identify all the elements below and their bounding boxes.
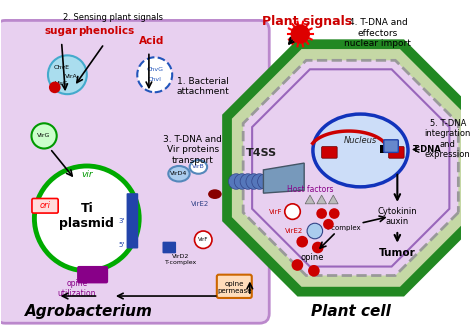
Text: 5. T-DNA
integration
and
expression: 5. T-DNA integration and expression <box>425 119 471 159</box>
Circle shape <box>252 174 267 189</box>
FancyBboxPatch shape <box>389 147 404 158</box>
Circle shape <box>292 259 303 271</box>
Circle shape <box>257 174 273 189</box>
Circle shape <box>228 174 244 189</box>
Text: ChvE: ChvE <box>54 66 70 71</box>
Text: Agrobacterium: Agrobacterium <box>25 304 153 319</box>
Circle shape <box>246 174 262 189</box>
Circle shape <box>285 204 301 219</box>
Text: T-DNA: T-DNA <box>413 145 442 154</box>
Circle shape <box>296 236 308 248</box>
FancyBboxPatch shape <box>0 21 269 323</box>
Text: VirG: VirG <box>37 133 51 138</box>
Text: VirE2: VirE2 <box>191 201 209 207</box>
Text: ChvG: ChvG <box>146 68 163 72</box>
Circle shape <box>316 208 327 219</box>
Circle shape <box>137 57 172 92</box>
Text: phenolics: phenolics <box>78 26 134 36</box>
FancyBboxPatch shape <box>163 242 176 253</box>
Text: 1. Bacterial
attachment: 1. Bacterial attachment <box>177 77 229 96</box>
FancyBboxPatch shape <box>380 145 397 153</box>
Ellipse shape <box>313 114 408 187</box>
Text: ChvI: ChvI <box>148 77 162 82</box>
Circle shape <box>291 24 310 44</box>
Circle shape <box>234 174 250 189</box>
Circle shape <box>323 219 334 230</box>
Circle shape <box>312 242 324 253</box>
Ellipse shape <box>168 166 190 181</box>
Text: 4. T-DNA and
effectors
nuclear import: 4. T-DNA and effectors nuclear import <box>345 19 411 48</box>
Text: Acid: Acid <box>139 36 164 46</box>
Circle shape <box>31 123 57 149</box>
Text: VirA: VirA <box>65 74 78 79</box>
Text: 3': 3' <box>118 218 125 224</box>
Text: opine
permease: opine permease <box>217 281 252 294</box>
Polygon shape <box>243 60 458 275</box>
Text: Tumor: Tumor <box>379 248 416 258</box>
FancyBboxPatch shape <box>77 266 108 283</box>
Text: opine
utilization: opine utilization <box>58 279 96 298</box>
Text: 2. Sensing plant signals: 2. Sensing plant signals <box>63 13 163 22</box>
Circle shape <box>329 208 339 219</box>
Circle shape <box>307 223 323 239</box>
Text: T4SS: T4SS <box>246 148 277 158</box>
Circle shape <box>240 174 255 189</box>
Text: Plant signals: Plant signals <box>262 15 352 27</box>
FancyBboxPatch shape <box>127 193 138 249</box>
Text: Nucleus: Nucleus <box>344 136 377 145</box>
Text: vir: vir <box>81 170 92 179</box>
Ellipse shape <box>190 160 207 174</box>
Text: 5': 5' <box>118 242 125 248</box>
Text: Host factors: Host factors <box>287 185 333 194</box>
Ellipse shape <box>208 189 222 199</box>
Text: VirG: VirG <box>55 81 68 86</box>
FancyBboxPatch shape <box>384 140 398 152</box>
Text: VirF: VirF <box>198 237 209 242</box>
Text: Cytokinin
auxin: Cytokinin auxin <box>377 207 417 226</box>
Polygon shape <box>317 195 327 204</box>
FancyBboxPatch shape <box>32 199 58 213</box>
Text: T-complex: T-complex <box>325 225 361 231</box>
Circle shape <box>35 166 139 271</box>
Polygon shape <box>227 44 474 292</box>
Text: sugar: sugar <box>45 26 78 36</box>
FancyBboxPatch shape <box>322 147 337 158</box>
Circle shape <box>308 265 319 277</box>
Text: 3. T-DNA and
Vir proteins
transport: 3. T-DNA and Vir proteins transport <box>163 135 222 165</box>
Text: VirF: VirF <box>269 209 283 214</box>
Circle shape <box>49 81 61 93</box>
FancyBboxPatch shape <box>217 275 252 298</box>
Text: VirB: VirB <box>192 165 205 169</box>
Polygon shape <box>328 195 338 204</box>
Polygon shape <box>264 163 304 193</box>
Circle shape <box>194 231 212 249</box>
Text: VirD2
T-complex: VirD2 T-complex <box>165 254 197 264</box>
Text: Ti
plasmid: Ti plasmid <box>59 203 114 230</box>
Circle shape <box>48 55 87 94</box>
Text: opine: opine <box>300 253 324 262</box>
Polygon shape <box>252 69 449 266</box>
Text: ori: ori <box>39 201 51 210</box>
Text: Plant cell: Plant cell <box>311 304 391 319</box>
Text: VirE2: VirE2 <box>285 228 303 234</box>
Text: VirD4: VirD4 <box>170 171 188 176</box>
Polygon shape <box>305 195 315 204</box>
